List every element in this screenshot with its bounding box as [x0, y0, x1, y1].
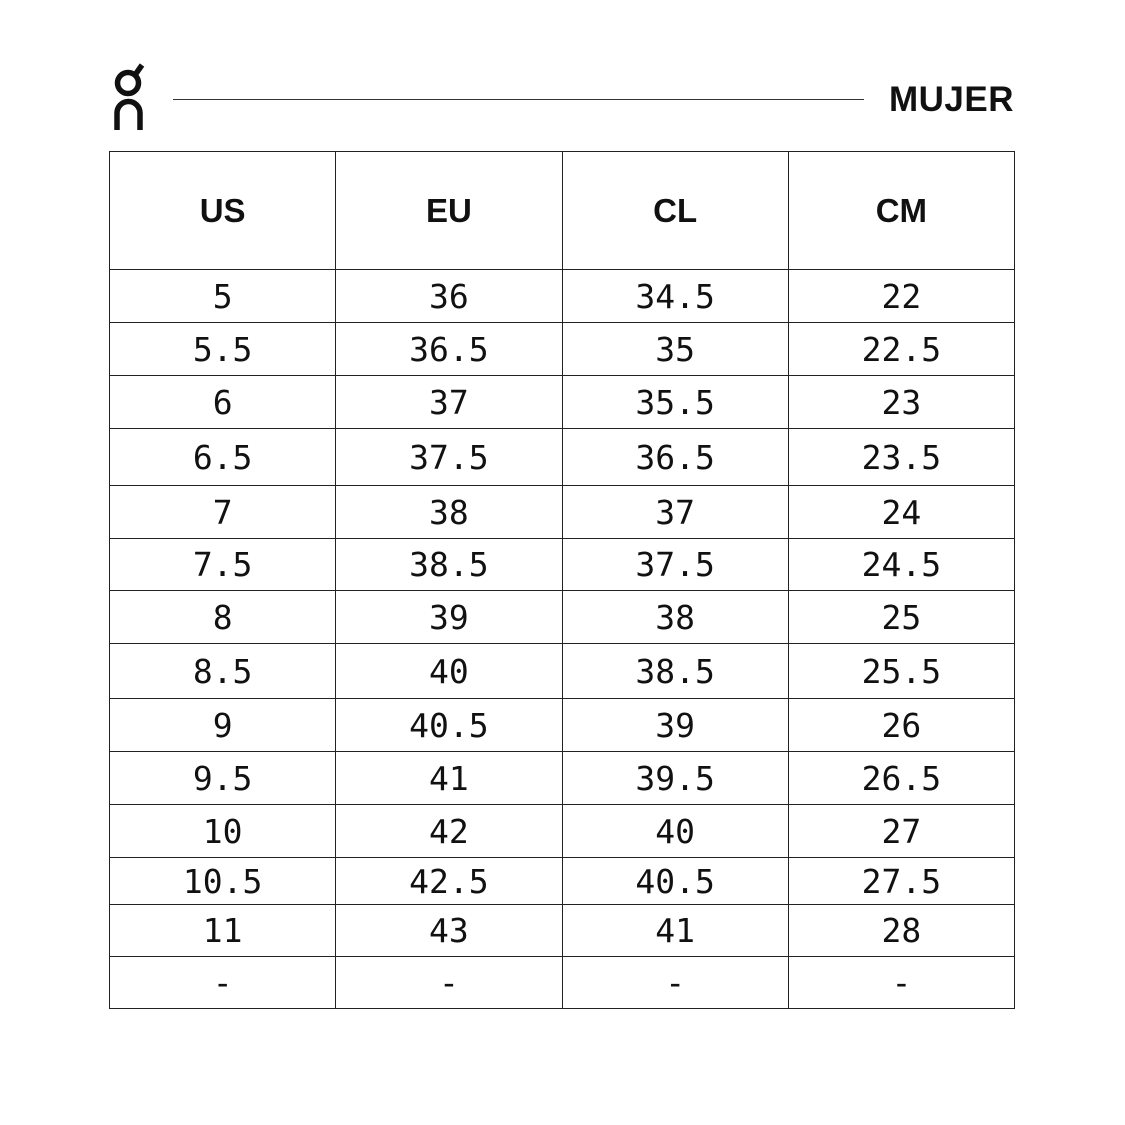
cell-us: 5: [108, 269, 337, 323]
cell-cl: 38: [561, 590, 789, 644]
cell-cm: 27.5: [787, 857, 1016, 905]
cell-cm: 22.5: [787, 322, 1016, 376]
cell-us: 9: [108, 698, 337, 752]
cell-cm: 24.5: [787, 538, 1016, 591]
cell-cl: 41: [561, 904, 789, 957]
cell-cm: 23.5: [787, 428, 1016, 486]
cell-cm: 25: [787, 590, 1016, 644]
table-row: 8 39 38 25: [108, 590, 1016, 644]
cell-eu: 40.5: [335, 698, 563, 752]
cell-cl: 38.5: [561, 643, 789, 699]
table-row: 7.5 38.5 37.5 24.5: [108, 538, 1016, 591]
cell-cl: 37.5: [561, 538, 789, 591]
cell-us: 10: [108, 804, 337, 858]
table-row: 6.5 37.5 36.5 23.5: [108, 428, 1016, 486]
cell-eu: 42: [335, 804, 563, 858]
cell-eu: 41: [335, 751, 563, 805]
cell-eu: 42.5: [335, 857, 563, 905]
cell-us: 10.5: [108, 857, 337, 905]
cell-eu: 40: [335, 643, 563, 699]
cell-cl: 35: [561, 322, 789, 376]
cell-us: 8.5: [108, 643, 337, 699]
size-chart-table: US EU CL CM 5 36 34.5 22 5.5 36.5 35 22.5 6 37 35.5 23…: [108, 151, 1016, 1009]
cell-eu: 37: [335, 375, 563, 429]
cell-eu: 43: [335, 904, 563, 957]
table-row: ----: [108, 956, 1016, 1009]
cell-us: 5.5: [108, 322, 337, 376]
page-title: MUJER: [888, 80, 1014, 119]
table-row: 8.5 40 38.5 25.5: [108, 643, 1016, 699]
cell-cm: 26: [787, 698, 1016, 752]
table-row: 5.5 36.5 35 22.5: [108, 322, 1016, 376]
cell-cm: 27: [787, 804, 1016, 858]
cell-eu: -: [335, 956, 563, 1009]
table-row: 7 38 37 24: [108, 485, 1016, 539]
table-row: 10 42 40 27: [108, 804, 1016, 858]
column-header-cl: CL: [561, 151, 789, 270]
cell-eu: 36: [335, 269, 563, 323]
cell-cl: 39: [561, 698, 789, 752]
cell-us: 7.5: [108, 538, 337, 591]
cell-cm: 25.5: [787, 643, 1016, 699]
cell-eu: 38.5: [335, 538, 563, 591]
cell-us: 8: [108, 590, 337, 644]
cell-cm: 28: [787, 904, 1016, 957]
cell-cm: 23: [787, 375, 1016, 429]
cell-us: 7: [108, 485, 337, 539]
header-divider: [173, 99, 864, 100]
table-row: 11 43 41 28: [108, 904, 1016, 957]
cell-cl: 39.5: [561, 751, 789, 805]
cell-cl: -: [561, 956, 789, 1009]
cell-cl: 36.5: [561, 428, 789, 486]
cell-cl: 35.5: [561, 375, 789, 429]
column-header-eu: EU: [335, 151, 563, 270]
on-logo: [114, 63, 145, 130]
table-row: 10.5 42.5 40.5 27.5: [108, 857, 1016, 905]
cell-cl: 37: [561, 485, 789, 539]
cell-eu: 36.5: [335, 322, 563, 376]
cell-us: 6: [108, 375, 337, 429]
cell-cl: 40.5: [561, 857, 789, 905]
table-row: 6 37 35.5 23: [108, 375, 1016, 429]
cell-us: 6.5: [108, 428, 337, 486]
cell-cl: 40: [561, 804, 789, 858]
cell-us: 9.5: [108, 751, 337, 805]
table-row: 9.5 41 39.5 26.5: [108, 751, 1016, 805]
cell-us: -: [108, 956, 337, 1009]
cell-eu: 39: [335, 590, 563, 644]
table-row: 5 36 34.5 22: [108, 269, 1016, 323]
column-header-us: US: [108, 151, 337, 270]
cell-cm: 26.5: [787, 751, 1016, 805]
cell-cm: 24: [787, 485, 1016, 539]
cell-cm: 22: [787, 269, 1016, 323]
header-row: US EU CL CM: [108, 151, 1016, 270]
cell-cl: 34.5: [561, 269, 789, 323]
column-header-cm: CM: [787, 151, 1016, 270]
table-row: 9 40.5 39 26: [108, 698, 1016, 752]
cell-us: 11: [108, 904, 337, 957]
cell-eu: 38: [335, 485, 563, 539]
cell-cm: -: [787, 956, 1016, 1009]
cell-eu: 37.5: [335, 428, 563, 486]
